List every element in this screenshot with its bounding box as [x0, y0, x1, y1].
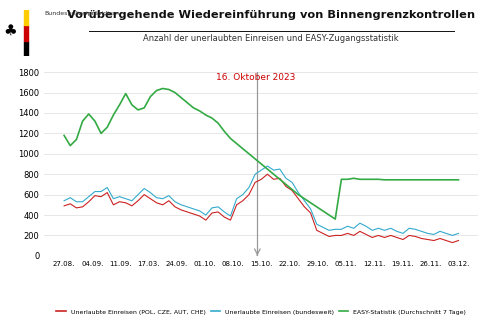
Text: ♣: ♣: [3, 23, 17, 38]
Text: Anzahl der unerlaubten Einreisen und EASY-Zugangsstatistik: Anzahl der unerlaubten Einreisen und EAS…: [143, 34, 399, 43]
Text: Vorübergehende Wiedereinführung von Binnengrenzkontrollen: Vorübergehende Wiedereinführung von Binn…: [67, 10, 475, 20]
Text: Bundespolizeipräsidium: Bundespolizeipräsidium: [44, 11, 119, 16]
Bar: [24, 10, 28, 26]
Text: 16. Oktober 2023: 16. Oktober 2023: [215, 73, 295, 82]
Legend: Unerlaubte Einreisen (POL, CZE, AUT, CHE), Unerlaubte Einreisen (bundesweit), EA: Unerlaubte Einreisen (POL, CZE, AUT, CHE…: [54, 307, 469, 317]
Bar: [24, 26, 28, 41]
Bar: [24, 41, 28, 56]
